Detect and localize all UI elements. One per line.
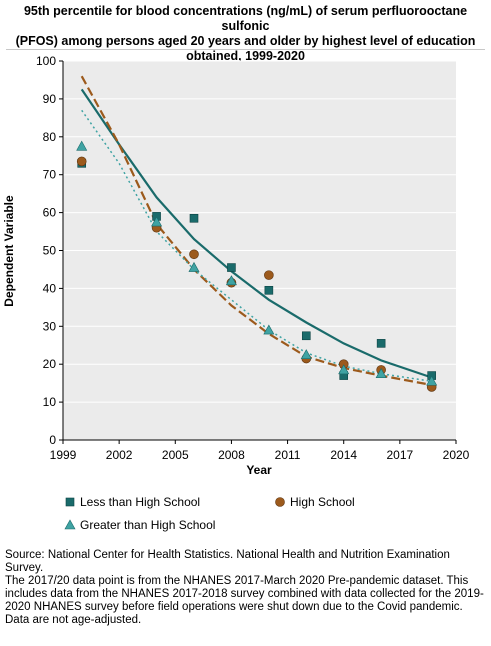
legend-item-high-school[interactable]: High School: [274, 495, 355, 509]
dataset-note: The 2017/20 data point is from the NHANE…: [5, 575, 484, 613]
square-marker-icon: [65, 497, 75, 507]
y-tick-label: 80: [43, 130, 57, 144]
chart-svg: 0 10 20 30 40 50 60 70 80 90 100 1999 2002 2005 2008 20…: [2, 54, 470, 477]
triangle-marker-icon: [64, 519, 76, 530]
data-point-series-3: [300, 349, 312, 360]
legend-label: Greater than High School: [80, 518, 216, 532]
x-tick-label: 2014: [330, 448, 357, 462]
chart-title-line: obtained, 1999-2020: [186, 49, 305, 63]
y-tick-label: 90: [43, 92, 57, 106]
y-tick-label: 40: [43, 281, 57, 295]
data-point-series-1: [301, 331, 311, 341]
data-point-series-2: [264, 270, 274, 280]
chart-footer: Source: National Center for Health Stati…: [5, 549, 489, 627]
x-tick-label: 1999: [50, 448, 77, 462]
x-tick-label: 2002: [106, 448, 133, 462]
data-point-series-3: [263, 324, 275, 335]
y-tick-label: 70: [43, 168, 57, 182]
chart-title: 95th percentile for blood concentrations…: [0, 4, 491, 64]
x-tick-label: 2020: [443, 448, 470, 462]
data-point-series-3: [76, 140, 88, 151]
y-axis-label: Dependent Variable: [2, 195, 16, 307]
data-point-series-3: [375, 368, 387, 378]
y-tick-label: 20: [43, 357, 57, 371]
data-point-series-3: [151, 216, 163, 227]
title-divider: [6, 49, 485, 50]
data-point-series-3: [426, 375, 438, 386]
data-point-series-3: [188, 261, 200, 272]
y-tick-label: 50: [43, 244, 57, 258]
age-adjust-note: Data are not age-adjusted.: [5, 614, 142, 626]
data-point-series-2: [76, 156, 87, 167]
x-tick-label: 2017: [387, 448, 414, 462]
data-point-series-2: [189, 249, 199, 260]
y-tick-label: 10: [43, 395, 57, 409]
source-note: Source: National Center for Health Stati…: [5, 549, 450, 574]
data-point-series-3: [225, 275, 237, 286]
x-tick-label: 2011: [275, 448, 301, 462]
legend-item-greater-than-high-school[interactable]: Greater than High School: [64, 518, 215, 532]
y-tick-label: 30: [43, 319, 57, 333]
data-point-series-1: [227, 263, 236, 272]
data-point-series-1: [264, 285, 274, 295]
x-tick-label: 2005: [162, 448, 189, 462]
legend-label: Less than High School: [80, 495, 201, 509]
legend-label: High School: [290, 495, 355, 509]
circle-marker-icon: [275, 497, 285, 507]
data-point-series-1: [376, 339, 386, 348]
chart-title-line: (PFOS) among persons aged 20 years and o…: [15, 34, 476, 48]
data-point-series-1: [189, 213, 199, 223]
chart-title-line: 95th percentile for blood concentrations…: [23, 4, 468, 33]
x-tick-label: 2008: [218, 448, 245, 462]
data-point-series-3: [338, 364, 350, 375]
trend-line-series-2: [80, 75, 432, 387]
trend-line-series-1: [80, 88, 433, 379]
y-tick-label: 0: [49, 433, 56, 447]
y-tick-label: 100: [36, 54, 56, 68]
x-axis-label: Year: [246, 463, 272, 477]
y-tick-label: 60: [43, 206, 57, 220]
legend-item-less-than-high-school[interactable]: Less than High School: [64, 495, 200, 509]
